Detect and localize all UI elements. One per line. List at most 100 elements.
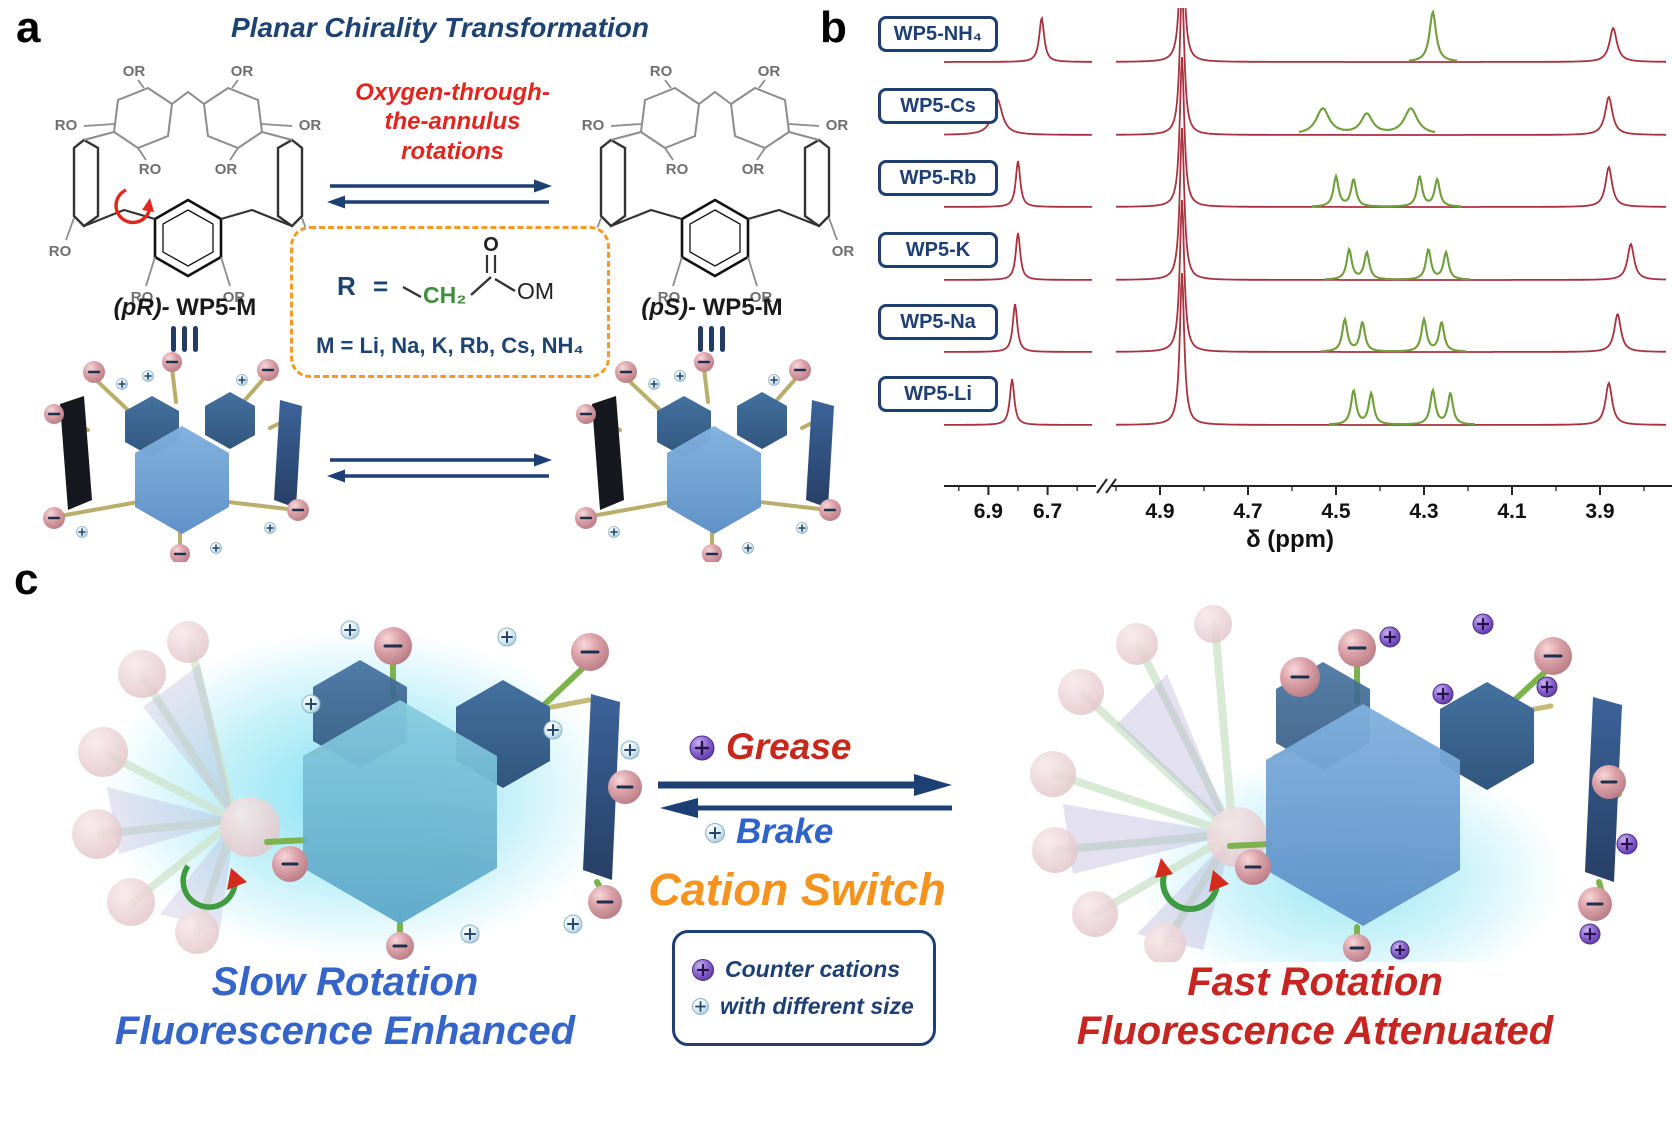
nmr-trace xyxy=(1115,8,1666,63)
ro-label: RO xyxy=(55,117,78,134)
caption-line: Slow Rotation xyxy=(211,960,479,1004)
ring-slab xyxy=(583,694,620,880)
ro-label: RO xyxy=(131,289,154,306)
panel-a-title: Planar Chirality Transformation xyxy=(230,12,650,43)
spectrum-label-wp5-rb: WP5-Rb xyxy=(878,160,998,196)
nmr-trace xyxy=(944,15,1092,63)
nmr-trace-highlight xyxy=(1408,9,1458,62)
panel-b-label: b xyxy=(820,3,847,52)
motion-fan xyxy=(1063,674,1233,950)
cartoon-pS-3d xyxy=(573,352,843,562)
equivalence-icon xyxy=(171,326,198,352)
nmr-trace-highlight xyxy=(1312,172,1461,208)
slow-rotation-caption: Slow Rotation Fluorescence Enhanced xyxy=(65,958,625,1056)
nmr-trace-highlight xyxy=(1298,107,1436,134)
legend-box: Counter cations with different size xyxy=(672,930,936,1046)
rotation-arrowhead-icon xyxy=(1155,858,1173,878)
grease-cation-icon xyxy=(689,735,715,761)
r-symbol: R xyxy=(337,271,356,301)
motion-fan xyxy=(107,664,235,930)
equivalence-icon xyxy=(698,326,725,352)
nmr-trace xyxy=(944,303,1092,353)
ro-label: RO xyxy=(139,161,162,178)
axis-tick-label: 4.9 xyxy=(1145,500,1174,523)
front-ring-hexagon xyxy=(303,700,497,924)
legend-text: with different size xyxy=(720,993,914,1019)
ro-label: RO xyxy=(582,117,605,134)
axis-tick-label: 6.9 xyxy=(974,500,1003,523)
spectrum-label-wp5-li: WP5-Li xyxy=(878,376,998,412)
small-cation-icon xyxy=(692,998,709,1015)
om-label: OM xyxy=(517,278,554,304)
pR-name-label: (pR)- WP5-M xyxy=(60,294,310,322)
rotation-circle-icon xyxy=(1160,866,1221,912)
rotation-arrowhead-icon xyxy=(227,868,247,890)
anion-spheres xyxy=(272,627,642,960)
fast-rotation-caption: Fast Rotation Fluorescence Attenuated xyxy=(1015,958,1615,1056)
caption-line: Fluorescence Attenuated xyxy=(1076,1008,1554,1053)
cartoon-slow-rotation xyxy=(72,620,642,960)
structure-pR: OR OR RO OR RO OR RO OR RO OR xyxy=(49,63,328,306)
ro-label: RO xyxy=(650,63,673,80)
nmr-spectra-plot: 6.9 6.7 4.9 4.7 4.5 4.3 4.1 3.9 xyxy=(943,8,1672,523)
front-ring-hexagon xyxy=(1266,704,1460,926)
spectrum-label-wp5-na: WP5-Na xyxy=(878,304,998,340)
caption-line: Fluorescence Enhanced xyxy=(114,1008,576,1053)
structure-pS: RO OR RO OR RO OR RO OR RO OR xyxy=(576,63,855,306)
r-definition-box: R = CH₂ O OM M = Li, Na, K, Rb, Cs, NH₄ xyxy=(290,226,610,378)
axis-break-icon xyxy=(1096,478,1108,494)
pR-prefix: (pR)- xyxy=(113,294,170,321)
or-label: OR xyxy=(832,243,855,260)
ghost-bonds xyxy=(97,640,239,936)
ring-hexagon xyxy=(1440,682,1534,790)
cation-switch-label: Cation Switch xyxy=(648,864,946,915)
equals-sign: = xyxy=(373,271,388,301)
axis-tick-label: 3.9 xyxy=(1585,500,1614,523)
axis-tick-label: 4.7 xyxy=(1233,500,1262,523)
large-cation-spheres xyxy=(1379,613,1638,960)
legend-row: Counter cations xyxy=(691,956,917,983)
rotation-arrowhead-icon xyxy=(142,198,154,212)
rotation-line: Oxygen-through- xyxy=(355,79,550,106)
rotation-arrowhead-icon xyxy=(1209,870,1229,892)
cartoon-pR-3d xyxy=(41,352,311,562)
or-label: OR xyxy=(231,63,254,80)
spectrum-label-wp5-k: WP5-K xyxy=(878,232,998,268)
grease-label: Grease xyxy=(726,726,852,767)
nmr-trace xyxy=(1115,8,1666,136)
pS-prefix: (pS)- xyxy=(641,294,696,321)
r-group-structure: R = CH₂ O OM xyxy=(337,237,554,308)
anion-spheres xyxy=(1235,629,1626,962)
rotation-arrow-icon xyxy=(114,188,152,225)
ro-label: RO xyxy=(658,289,681,306)
nmr-trace xyxy=(944,378,1092,426)
spectrum-label-wp5-cs: WP5-Cs xyxy=(878,88,998,124)
nmr-trace xyxy=(943,97,1092,136)
rotation-text: Oxygen-through- the-annulus rotations xyxy=(330,78,575,166)
or-label: OR xyxy=(123,63,146,80)
rotation-line: the-annulus xyxy=(384,108,521,136)
or-label: OR xyxy=(299,117,322,134)
or-label: OR xyxy=(826,117,849,134)
caption-line: Fast Rotation xyxy=(1187,960,1443,1004)
small-cation-spheres xyxy=(301,620,640,944)
pR-name: WP5-M xyxy=(169,294,257,321)
pS-name-label: (pS)- WP5-M xyxy=(587,294,837,322)
nmr-trace-highlight xyxy=(1320,315,1466,353)
panel-a-label: a xyxy=(16,3,41,52)
metal-definition: M = Li, Na, K, Rb, Cs, NH₄ xyxy=(316,333,584,358)
spectrum-label-wp5-nh4: WP5-NH₄ xyxy=(878,16,998,52)
ro-label: RO xyxy=(666,161,689,178)
ghost-spheres xyxy=(72,621,280,954)
brake-cation-icon xyxy=(705,823,725,843)
ch2-label: CH₂ xyxy=(423,282,466,308)
equilibrium-arrows-icon xyxy=(658,774,952,818)
nmr-trace xyxy=(944,232,1092,281)
nmr-trace-highlight xyxy=(1328,386,1476,426)
carbonyl-oxygen-label: O xyxy=(483,237,499,256)
equilibrium-arrows-icon xyxy=(327,453,552,483)
ro-label: RO xyxy=(49,243,72,260)
or-label: OR xyxy=(223,289,246,306)
or-label: OR xyxy=(215,161,238,178)
